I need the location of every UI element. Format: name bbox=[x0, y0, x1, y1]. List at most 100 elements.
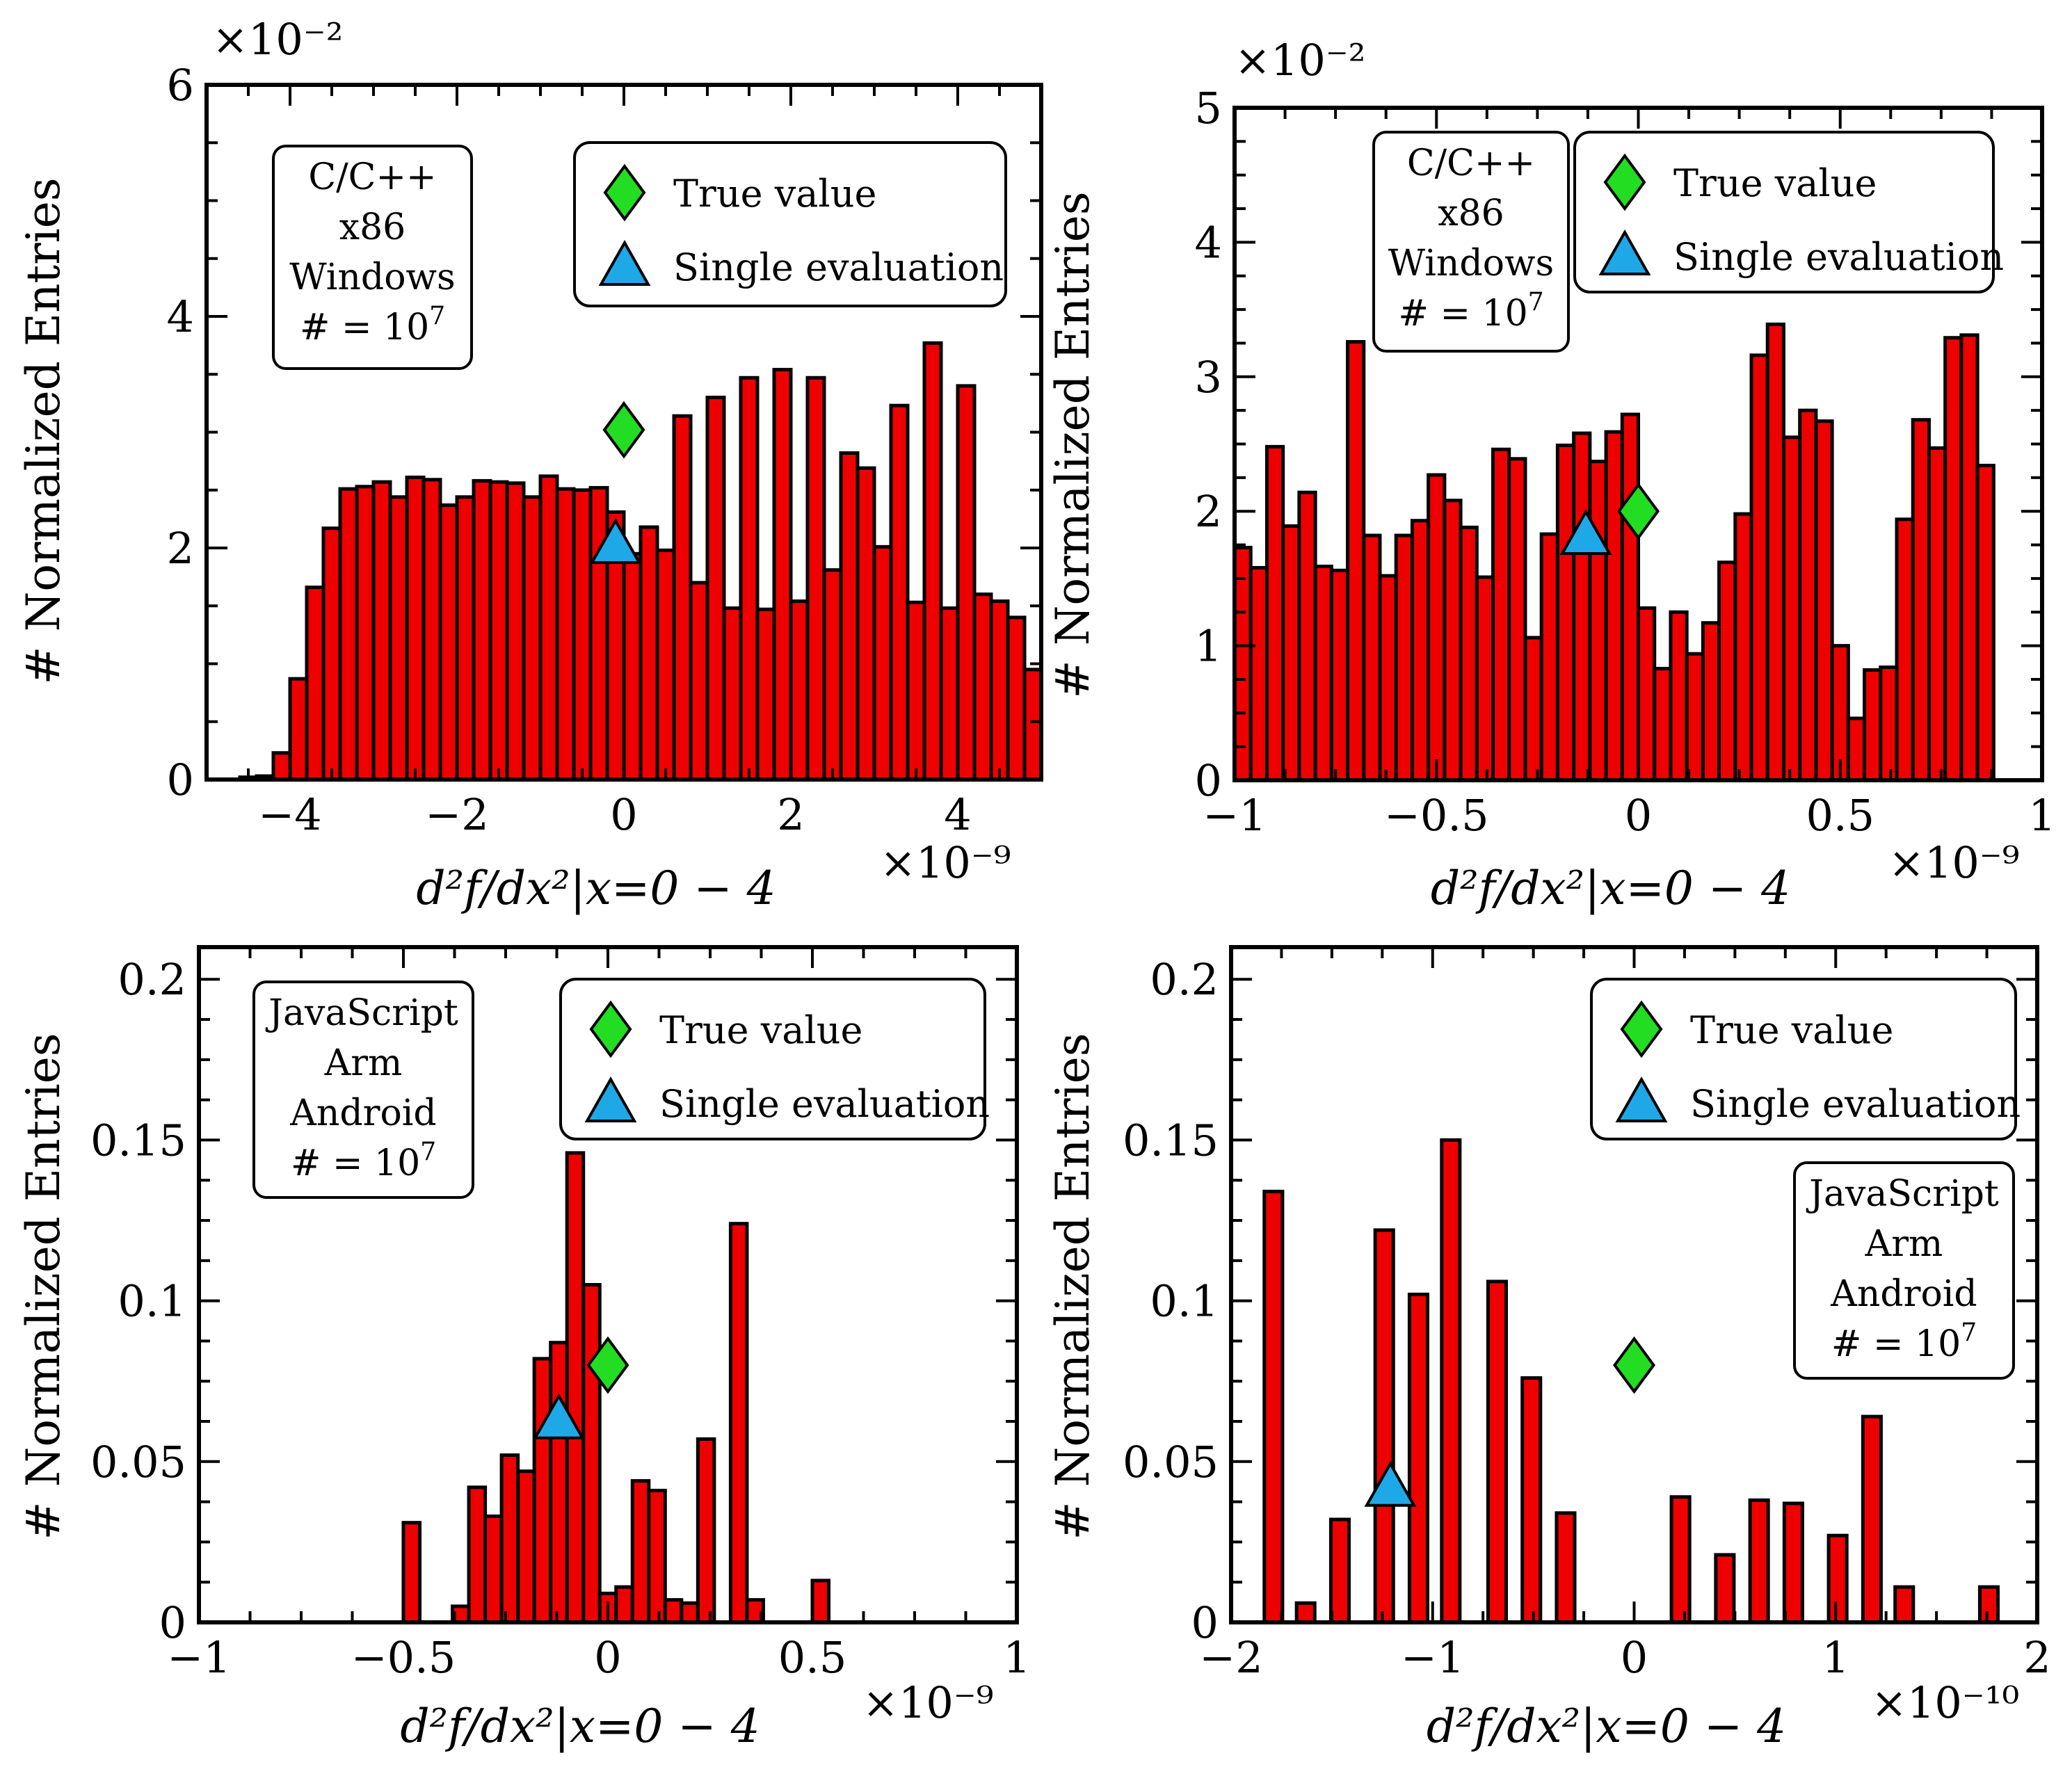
y-tick-label: 0.2 bbox=[118, 954, 186, 1005]
y-tick-label: 0 bbox=[159, 1597, 186, 1648]
bars bbox=[1232, 322, 1995, 782]
histogram-bar bbox=[755, 607, 776, 782]
legend-single-eval-label: Single evaluation bbox=[1690, 1082, 2021, 1126]
histogram-bar bbox=[1977, 1585, 2000, 1624]
histogram-bar bbox=[555, 487, 576, 782]
histogram-bar bbox=[532, 1357, 553, 1624]
y-tick-label: 5 bbox=[1195, 83, 1222, 134]
histogram-bar bbox=[1765, 322, 1785, 782]
histogram-bar bbox=[321, 526, 342, 782]
histogram-bar bbox=[972, 592, 993, 782]
true-value-marker bbox=[1613, 1336, 1655, 1394]
histogram-bar bbox=[805, 376, 826, 782]
ticks bbox=[198, 947, 1018, 1624]
histogram-bar bbox=[1911, 418, 1931, 782]
info-box bbox=[252, 981, 474, 1199]
histogram-bar bbox=[401, 1521, 422, 1624]
y-tick-label: 0.15 bbox=[1123, 1115, 1219, 1165]
legend-single-eval-marker bbox=[598, 239, 651, 286]
legend-single-eval-marker bbox=[1598, 229, 1651, 275]
histogram-bar bbox=[1782, 1501, 1804, 1624]
histogram-bar bbox=[647, 1488, 667, 1624]
histogram-bar bbox=[889, 403, 910, 782]
histogram-bar bbox=[1264, 444, 1285, 782]
histogram-bar bbox=[696, 1437, 716, 1624]
single-evaluation-marker bbox=[1364, 1460, 1417, 1507]
histogram-bar bbox=[1604, 430, 1624, 782]
legend-box bbox=[1573, 131, 1995, 293]
histogram-bar bbox=[1861, 1414, 1883, 1624]
histogram-bar bbox=[1555, 1511, 1577, 1624]
histogram-bar bbox=[680, 1601, 700, 1624]
x-axis-label: d²f/dx²|x=0 − 4 bbox=[400, 1700, 760, 1753]
y-tick-label: 0.05 bbox=[90, 1437, 186, 1487]
histogram-bar bbox=[581, 1283, 602, 1624]
histogram-bar bbox=[1748, 1498, 1770, 1624]
info-box-count-exponent: 7 bbox=[1961, 1318, 1977, 1347]
histogram-bar bbox=[1975, 463, 1995, 782]
histogram-bar bbox=[288, 677, 309, 782]
histogram-bar bbox=[455, 495, 476, 782]
histogram-bar bbox=[549, 1341, 569, 1624]
histogram-bar bbox=[1943, 336, 1963, 782]
histogram-bar bbox=[789, 599, 810, 782]
legend-single-eval-label: Single evaluation bbox=[659, 1082, 990, 1126]
histogram-bar bbox=[1491, 447, 1511, 782]
histogram-bar bbox=[516, 1469, 536, 1624]
histogram-bar bbox=[1701, 621, 1721, 782]
info-box-line: Windows bbox=[289, 257, 455, 298]
x-axis-label: d²f/dx²|x=0 − 4 bbox=[416, 862, 776, 915]
histogram-bar bbox=[1781, 435, 1802, 782]
histogram-bar bbox=[872, 544, 893, 782]
histogram-bar bbox=[1846, 716, 1867, 782]
info-box bbox=[272, 145, 473, 370]
ticks bbox=[1230, 947, 2039, 1624]
histogram-bar bbox=[421, 478, 442, 782]
x-tick-label: 0 bbox=[1625, 790, 1652, 841]
histogram-bar bbox=[1507, 457, 1527, 782]
legend-single-eval-label: Single evaluation bbox=[1673, 235, 2004, 279]
histogram-bar bbox=[1459, 525, 1479, 782]
histogram-bar bbox=[1427, 473, 1447, 782]
info-box-count: # = 107 bbox=[1398, 288, 1543, 334]
histogram-bar bbox=[1329, 568, 1350, 782]
x-axis-multiplier: ×10⁻⁹ bbox=[862, 1677, 993, 1728]
y-axis-label: # Normalized Entries bbox=[1046, 191, 1100, 698]
x-axis-multiplier: ×10⁻¹⁰ bbox=[1871, 1677, 2019, 1728]
info-box-count: # = 107 bbox=[291, 1138, 436, 1184]
histogram-bar bbox=[522, 495, 543, 782]
histogram-bar bbox=[1798, 408, 1818, 782]
histogram-bar bbox=[1685, 652, 1705, 782]
x-tick-label: 0.5 bbox=[1806, 790, 1874, 841]
ticks bbox=[205, 83, 1043, 781]
histogram-bar bbox=[705, 396, 726, 782]
histogram-bar bbox=[1895, 517, 1915, 782]
histogram-bar bbox=[1572, 431, 1592, 782]
info-box-line: C/C++ bbox=[1407, 143, 1535, 184]
x-tick-label: −2 bbox=[425, 789, 488, 840]
x-tick-label: −1 bbox=[1401, 1632, 1464, 1683]
histogram-bar bbox=[622, 551, 643, 782]
y-axis-multiplier: ×10⁻² bbox=[1235, 35, 1365, 86]
histogram-bar bbox=[1313, 564, 1333, 782]
histogram-bar bbox=[1378, 574, 1398, 782]
info-box-count-exponent: 7 bbox=[429, 302, 445, 330]
histogram-bar bbox=[1588, 460, 1608, 782]
histogram-bar bbox=[1717, 560, 1737, 782]
x-tick-label: 2 bbox=[2023, 1632, 2050, 1683]
histogram-bar bbox=[1669, 1495, 1692, 1624]
histogram-bar bbox=[1281, 524, 1301, 782]
histogram-bar bbox=[1637, 606, 1657, 782]
y-tick-label: 4 bbox=[167, 291, 194, 342]
histogram-bar bbox=[722, 606, 743, 782]
info-box-line: x86 bbox=[1438, 193, 1504, 234]
legend-true-value-label: True value bbox=[673, 172, 876, 216]
histogram-bar bbox=[572, 488, 593, 782]
y-axis-label: # Normalized Entries bbox=[1046, 1033, 1100, 1540]
histogram-bar bbox=[1262, 1189, 1285, 1624]
true-value-marker bbox=[602, 401, 645, 459]
histogram-bar bbox=[1733, 512, 1753, 782]
histogram-bar bbox=[655, 548, 676, 782]
histogram-bar bbox=[1523, 636, 1543, 782]
histogram-bar bbox=[1248, 565, 1269, 782]
